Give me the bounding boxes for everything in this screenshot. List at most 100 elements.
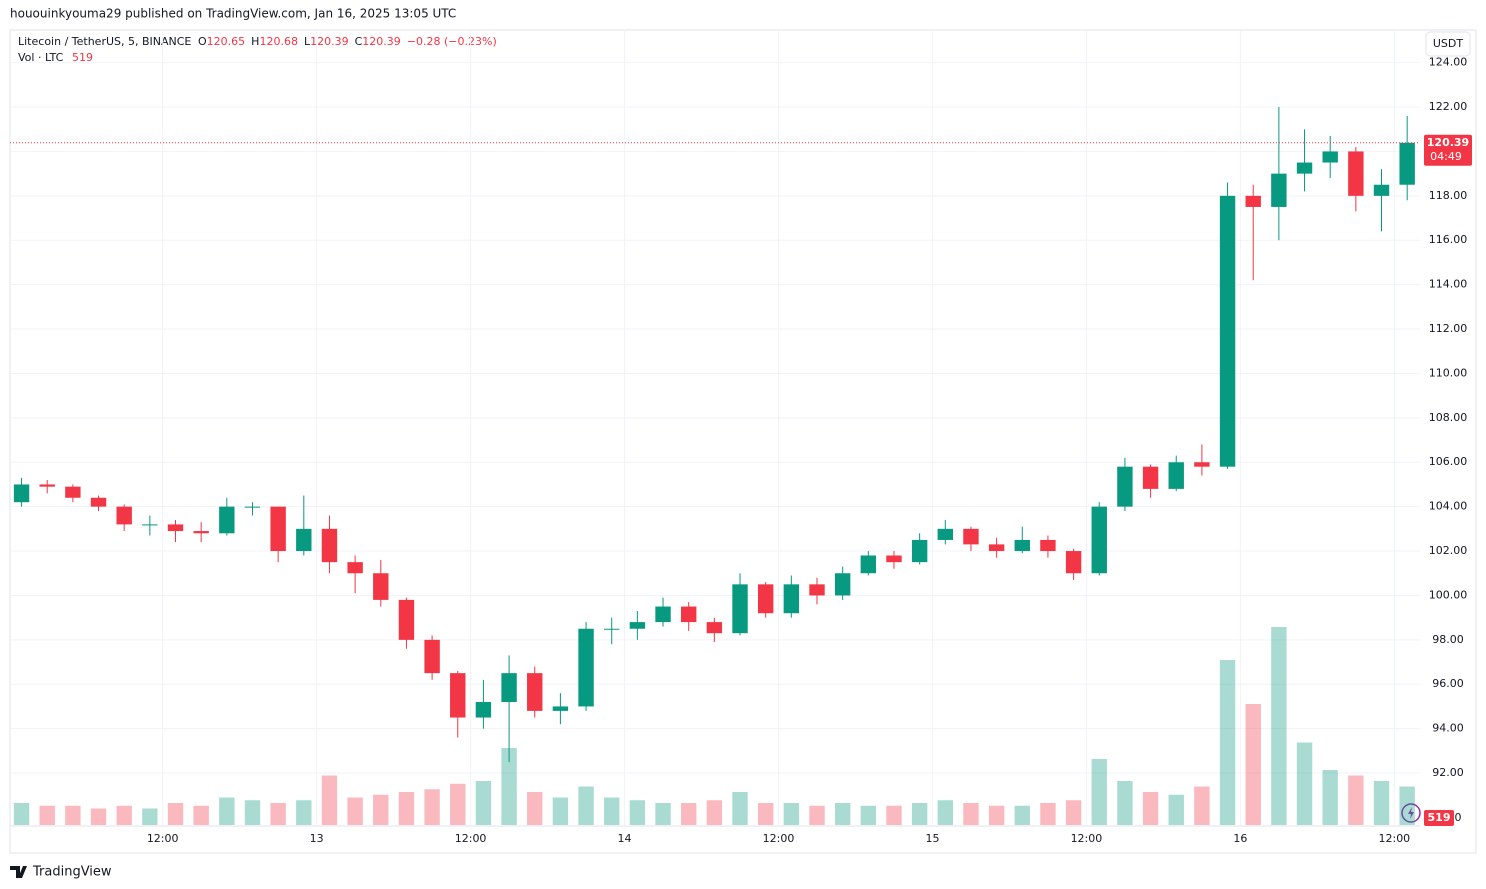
volume-bar [578,786,594,825]
volume-bar [450,783,466,825]
candle-body [757,584,774,614]
candle-body [1322,151,1338,163]
volume-bar [424,789,440,825]
volume-bar [757,803,774,825]
countdown: 04:49 [1430,150,1462,163]
y-tick-label: 118.00 [1429,189,1468,202]
candle-body [475,702,492,718]
x-tick-label: 13 [310,832,324,845]
x-tick-label: 12:00 [1378,832,1410,845]
candle-body [142,524,158,526]
volume-bar [527,792,543,825]
volume-bar [1373,781,1390,825]
x-tick-label: 16 [1233,832,1247,845]
candle-body [1014,539,1030,552]
volume-bar [1271,627,1287,825]
volume-bar [681,803,697,825]
candle-body [629,622,646,629]
candle-body [604,628,620,630]
volume-last-box [1424,810,1454,826]
x-tick-label: 14 [618,832,632,845]
candle-body [13,484,30,503]
volume-bar [90,808,107,825]
candle-body [681,606,697,623]
candle-body [244,506,261,508]
volume-bar [1245,704,1261,825]
volume-bar [1322,770,1338,825]
ohlc-value: 120.39 [362,35,401,48]
volume-bar [552,797,569,825]
volume-bar [219,797,235,825]
volume-bar [604,797,620,825]
volume-bar [270,803,286,825]
currency-button[interactable] [1425,31,1471,57]
candle-body [834,573,851,596]
candle-body [706,622,723,634]
y-tick-label: 104.00 [1429,500,1468,513]
volume-bar [1399,786,1415,825]
volume-last-label: 519 [1428,811,1451,824]
volume-bar [629,800,646,825]
candle-body [39,484,55,487]
candle-body [1194,462,1210,467]
candle-body [116,506,132,525]
y-tick-label: 122.00 [1429,100,1468,113]
volume-bar [963,803,979,825]
ohlc-value: 120.65 [207,35,246,48]
candle-body [1040,539,1056,552]
volume-bar [1296,742,1313,825]
candle-body [347,562,363,574]
last-price-label: 120.39 [1427,136,1469,149]
candle-body [373,573,389,600]
x-tick-label: 12:00 [455,832,487,845]
volume-bar [988,805,1005,825]
candle-body [783,584,800,614]
currency[interactable]: USDT [1433,37,1464,50]
candle-body [296,528,312,552]
ohlc-key: H [251,35,259,48]
last-price-box [1424,134,1472,166]
y-tick-label: 106.00 [1429,455,1468,468]
volume-bar [373,794,389,825]
volume-bar [1091,759,1107,825]
brand: TradingView [32,865,112,880]
candle-body [1117,466,1133,507]
brand-logo[interactable]: TradingView [10,865,112,880]
x-tick-label: 12:00 [763,832,795,845]
ohlc-key: L [304,35,311,48]
candle-body [1091,506,1107,574]
candle-body [90,497,107,507]
volume-bar [911,803,928,825]
candle-body [1065,551,1082,574]
volume-bar [1348,775,1364,825]
candle-body [527,673,543,711]
volume-bar [321,775,338,825]
candle-body [809,584,825,596]
candle-body [911,539,928,563]
ohlc-value: 120.68 [259,35,298,48]
volume-bar [706,800,723,825]
published-line: hououinkyouma29 published on TradingView… [10,7,456,21]
volume-bar [142,808,158,825]
volume-bar [244,800,261,825]
volume-bar [783,803,800,825]
y-tick-label: 112.00 [1429,322,1468,335]
volume-bar [1065,800,1082,825]
candle-body [321,528,338,563]
candle-body [1245,195,1261,207]
candle-body [1219,195,1236,467]
volume-bar [655,803,671,825]
volume-bar [167,803,184,825]
candle-body [732,584,748,634]
chart-frame [9,29,1477,854]
volume-value: 519 [72,51,93,64]
volume-bar [1194,786,1210,825]
volume-bar [732,792,748,825]
volume-bar [116,805,132,825]
volume-label: Vol · LTC [18,51,64,64]
candle-body [1142,466,1159,489]
candle-body [270,506,286,552]
y-tick-label: 114.00 [1429,278,1468,291]
volume-tick-label: 0 [1455,811,1462,824]
y-tick-label: 110.00 [1429,366,1468,379]
